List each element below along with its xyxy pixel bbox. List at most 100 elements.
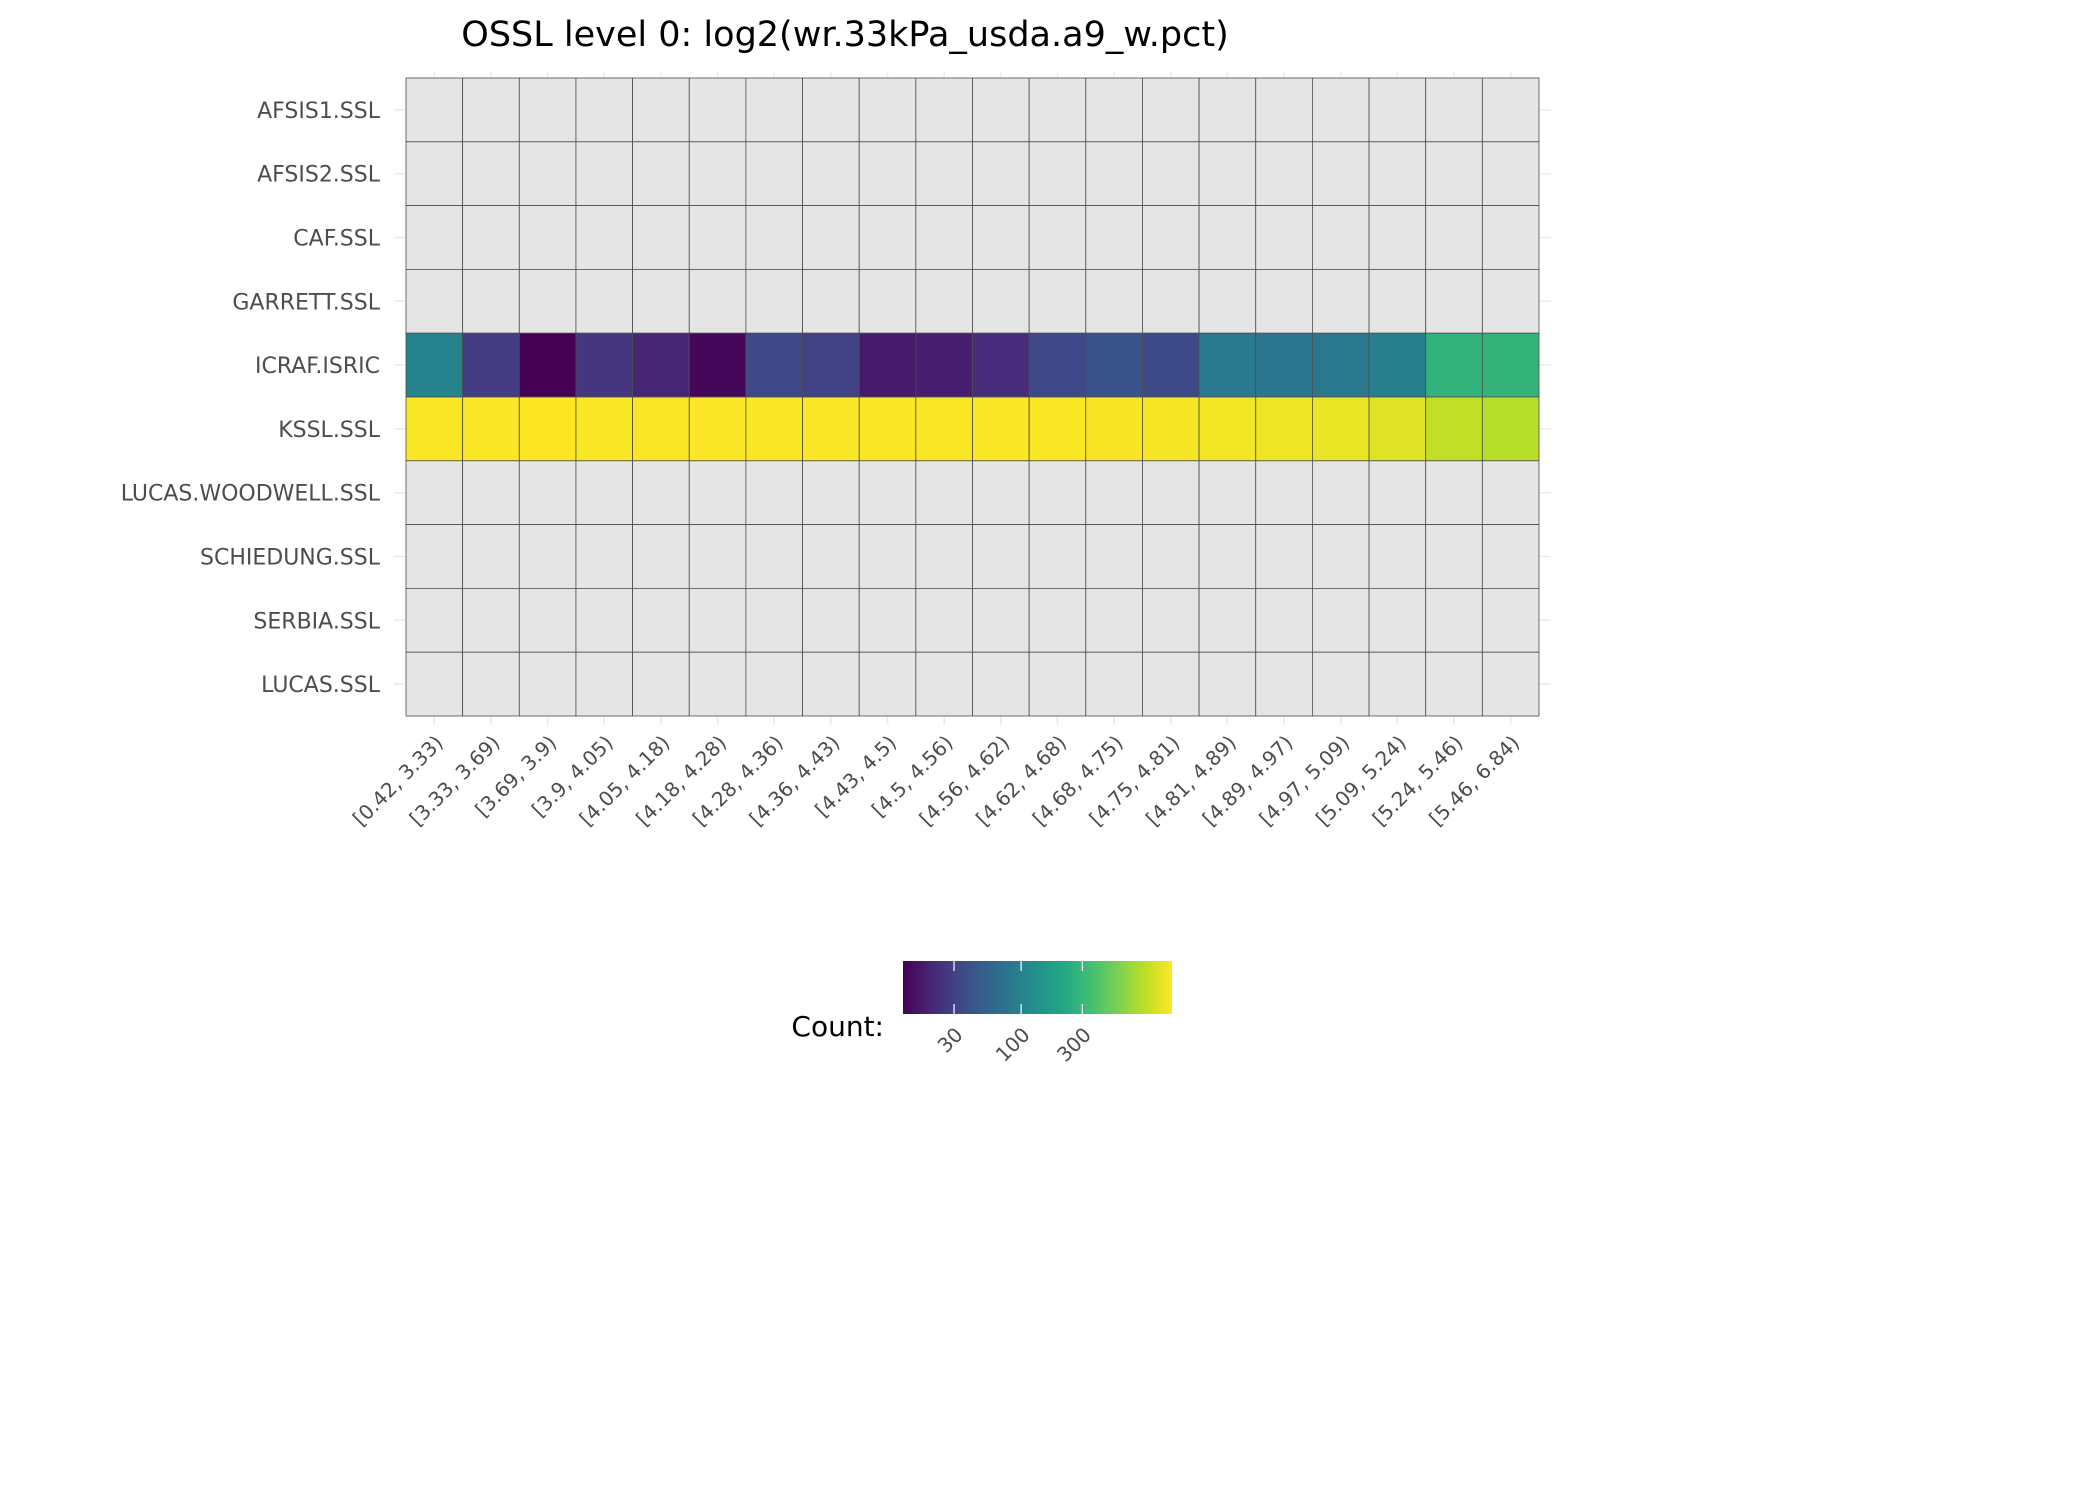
y-tick-label: AFSIS1.SSL [257, 99, 381, 124]
heatmap-cell [1255, 524, 1313, 589]
heatmap-cell [1312, 332, 1370, 398]
heatmap-cell [915, 268, 973, 334]
heatmap-cell [1425, 205, 1483, 270]
heatmap-cell [858, 460, 917, 525]
heatmap-cell [1368, 205, 1427, 270]
heatmap-cell [405, 141, 464, 207]
heatmap-cell [858, 524, 917, 589]
heatmap-cell [972, 651, 1030, 717]
heatmap-cell [1255, 460, 1313, 525]
heatmap-cell [405, 396, 464, 462]
heatmap-cell [1085, 268, 1143, 334]
heatmap-cell [1142, 524, 1200, 589]
heatmap-cell [1481, 268, 1540, 334]
heatmap-cell [1481, 524, 1540, 589]
heatmap-cell [1425, 460, 1483, 525]
legend-title: Count: [791, 1010, 884, 1043]
heatmap-cell [1425, 77, 1483, 143]
heatmap-cell [518, 141, 577, 207]
heatmap-cell [1255, 651, 1313, 717]
heatmap-cell [575, 396, 634, 462]
heatmap-cell [632, 205, 690, 270]
heatmap-cell [745, 460, 803, 525]
heatmap-cell [1142, 651, 1200, 717]
heatmap-cell [972, 268, 1030, 334]
heatmap-cell [1425, 588, 1483, 653]
heatmap-cell [1198, 332, 1257, 398]
heatmap-cell [688, 651, 747, 717]
heatmap-cell [688, 396, 747, 462]
heatmap-cell [1255, 396, 1313, 462]
heatmap-cell [915, 396, 973, 462]
heatmap-cell [1255, 332, 1313, 398]
heatmap-cell [688, 205, 747, 270]
heatmap-cell [1481, 460, 1540, 525]
heatmap-cell [632, 396, 690, 462]
heatmap-cell [858, 332, 917, 398]
heatmap-cell [688, 524, 747, 589]
heatmap-cell [1028, 77, 1087, 143]
heatmap-cell [802, 524, 860, 589]
heatmap-cell [1368, 332, 1427, 398]
heatmap-cell [575, 141, 634, 207]
legend-tick-label: 30 [933, 1023, 968, 1058]
heatmap-cell [1312, 205, 1370, 270]
heatmap-cell [1142, 141, 1200, 207]
heatmap-cell [632, 268, 690, 334]
legend-tick-label: 300 [1052, 1023, 1096, 1067]
heatmap-cell [858, 205, 917, 270]
heatmap-cell [1198, 651, 1257, 717]
heatmap-cell [745, 524, 803, 589]
y-tick-label: LUCAS.SSL [261, 673, 381, 698]
heatmap-cell [1425, 268, 1483, 334]
heatmap-cell [1198, 268, 1257, 334]
heatmap-cell [915, 588, 973, 653]
heatmap-cell [915, 460, 973, 525]
heatmap-cell [575, 651, 634, 717]
heatmap-cell [972, 205, 1030, 270]
heatmap-cell [1198, 588, 1257, 653]
heatmap-cell [1312, 524, 1370, 589]
heatmap-cell [632, 651, 690, 717]
heatmap-cell [1028, 524, 1087, 589]
heatmap-cell [915, 524, 973, 589]
heatmap-cell [1425, 396, 1483, 462]
heatmap-cell [802, 460, 860, 525]
heatmap-cell [462, 268, 520, 334]
heatmap-cell [518, 588, 577, 653]
heatmap-cell [802, 141, 860, 207]
heatmap-cell [1085, 460, 1143, 525]
heatmap-cell [575, 268, 634, 334]
heatmap-cell [1425, 651, 1483, 717]
heatmap-cell [1312, 460, 1370, 525]
heatmap-cell [575, 332, 634, 398]
heatmap-cell [405, 332, 464, 398]
heatmap-cell [1425, 332, 1483, 398]
heatmap-cell [1198, 524, 1257, 589]
heatmap-cell [1368, 268, 1427, 334]
heatmap-cell [632, 588, 690, 653]
heatmap-cell [1142, 268, 1200, 334]
heatmap-cell [802, 396, 860, 462]
heatmap-cell [858, 141, 917, 207]
y-tick-label: GARRETT.SSL [232, 290, 380, 315]
heatmap-cell [1312, 396, 1370, 462]
heatmap-cell [858, 396, 917, 462]
heatmap-cell [1312, 651, 1370, 717]
heatmap-cell [972, 588, 1030, 653]
heatmap-cell [1085, 205, 1143, 270]
heatmap-cell [1142, 396, 1200, 462]
heatmap-cell [745, 332, 803, 398]
heatmap-cell [915, 77, 973, 143]
heatmap-cell [1368, 396, 1427, 462]
heatmap-cell [1142, 332, 1200, 398]
chart-title: OSSL level 0: log2(wr.33kPa_usda.a9_w.pc… [461, 15, 1228, 55]
heatmap-cell [1425, 141, 1483, 207]
heatmap-cell [802, 332, 860, 398]
heatmap-cell [575, 588, 634, 653]
heatmap-cell [462, 651, 520, 717]
heatmap-cell [1255, 77, 1313, 143]
heatmap-cell [1312, 77, 1370, 143]
heatmap-cell [745, 651, 803, 717]
heatmap-cell [1085, 588, 1143, 653]
